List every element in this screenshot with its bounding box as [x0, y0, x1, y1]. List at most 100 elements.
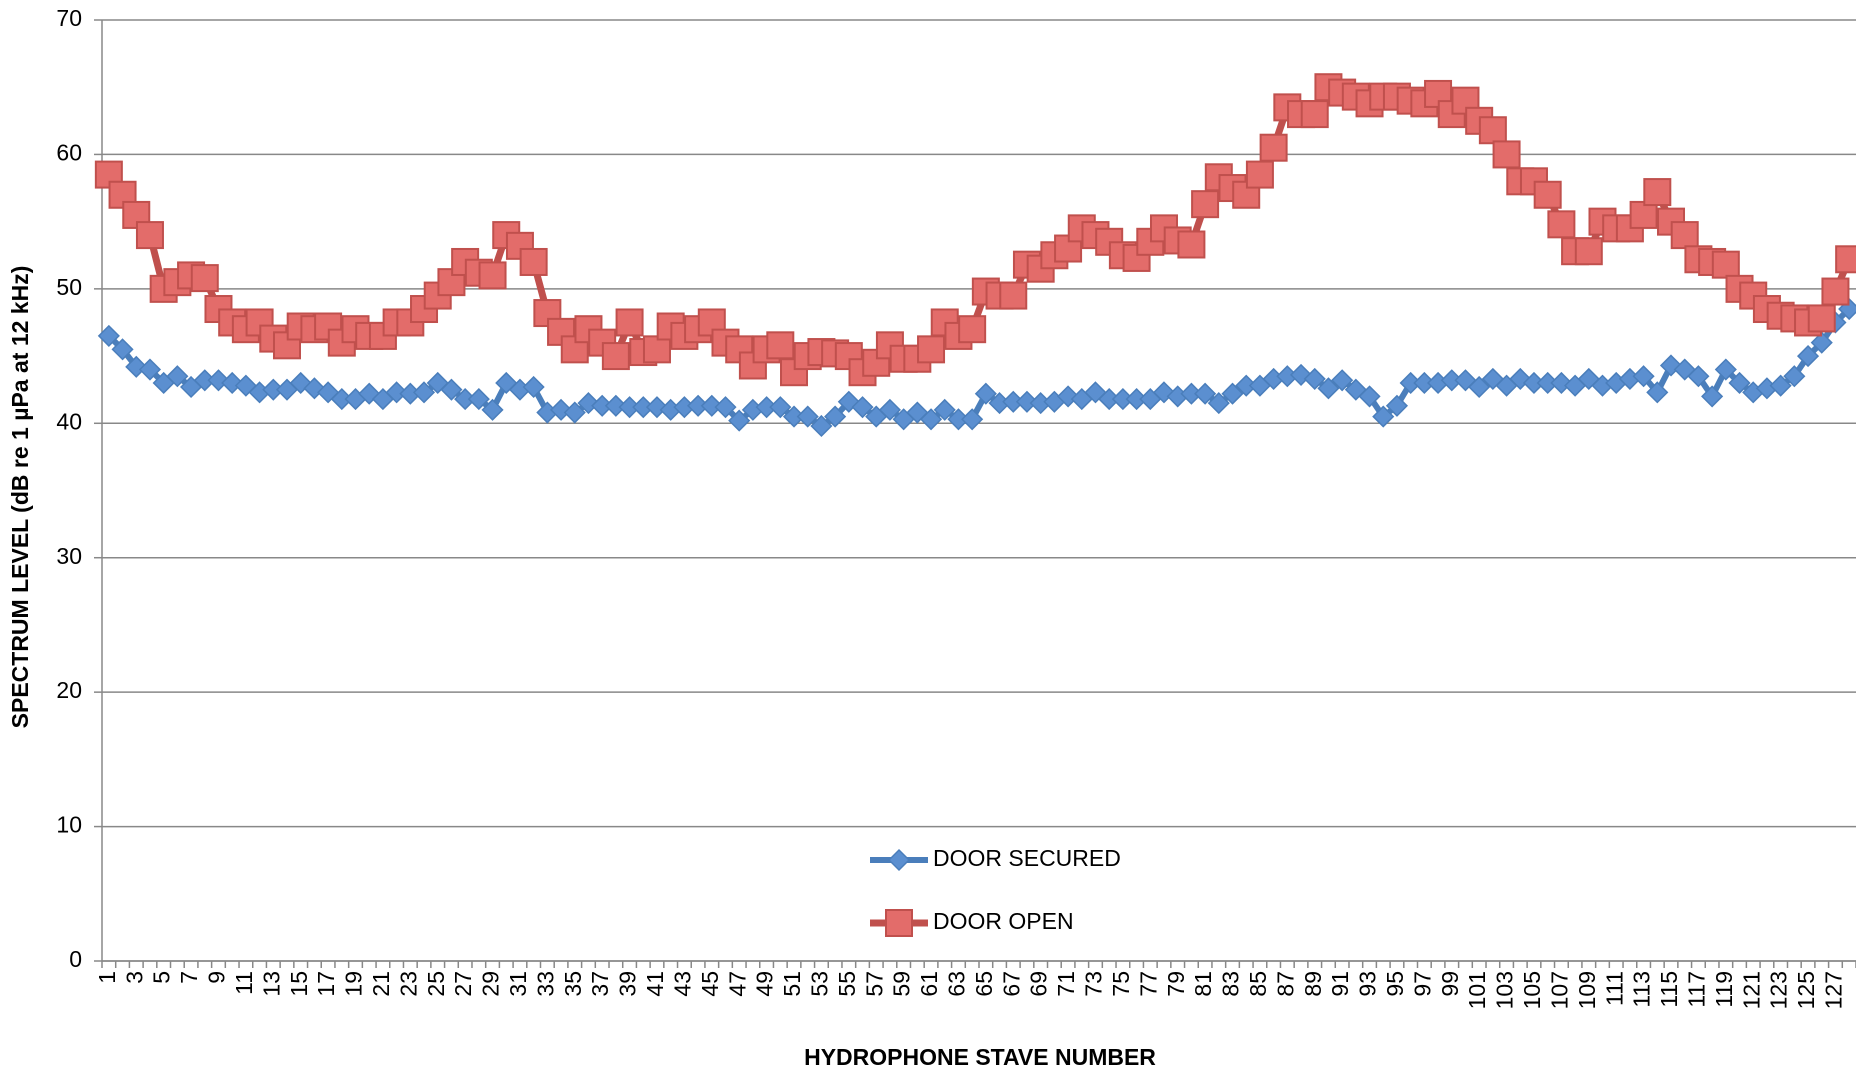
- marker-diamond: [604, 394, 627, 417]
- x-tick-label: 7: [176, 971, 202, 984]
- x-tick-label: 111: [1601, 971, 1627, 1006]
- marker-square: [917, 335, 946, 364]
- x-tick-label: 87: [1272, 971, 1298, 997]
- marker-square: [999, 281, 1028, 310]
- y-tick-label: 30: [56, 543, 82, 569]
- marker-diamond: [887, 848, 911, 872]
- marker-diamond: [1577, 367, 1600, 390]
- x-tick-label: 103: [1492, 971, 1518, 1009]
- marker-diamond: [1728, 371, 1751, 395]
- marker-diamond: [1632, 365, 1655, 388]
- y-tick-label: 0: [69, 946, 82, 972]
- marker-diamond: [1796, 345, 1820, 368]
- marker-diamond: [1769, 374, 1792, 397]
- marker-diamond: [769, 396, 792, 419]
- x-tick-label: 113: [1629, 971, 1655, 1008]
- marker-diamond: [1317, 377, 1340, 400]
- x-tick-label: 17: [313, 971, 339, 997]
- x-tick-label: 5: [149, 971, 175, 984]
- marker-square: [1643, 178, 1672, 207]
- marker-diamond: [1344, 378, 1367, 401]
- marker-square: [615, 308, 644, 337]
- x-tick-label: 53: [806, 971, 832, 997]
- x-tick-label: 123: [1766, 971, 1792, 1009]
- marker-diamond: [919, 408, 943, 431]
- x-axis-title: HYDROPHONE STAVE NUMBER: [804, 1044, 1156, 1070]
- x-tick-label: 91: [1327, 971, 1353, 997]
- marker-square: [1629, 200, 1658, 229]
- x-tick-label: 43: [669, 971, 695, 997]
- marker-diamond: [700, 394, 723, 417]
- x-tick-label: 41: [642, 971, 668, 997]
- marker-diamond: [878, 398, 901, 421]
- x-tick-label: 119: [1711, 971, 1737, 1008]
- marker-diamond: [1084, 381, 1107, 404]
- marker-square: [601, 342, 630, 371]
- x-tick-label: 107: [1546, 971, 1572, 1009]
- marker-diamond: [728, 409, 751, 432]
- x-tick-label: 1: [94, 971, 120, 984]
- marker-diamond: [440, 378, 463, 401]
- marker-diamond: [974, 382, 997, 405]
- x-tick-label: 81: [1190, 971, 1216, 997]
- marker-square: [519, 247, 548, 276]
- marker-diamond: [851, 396, 874, 419]
- x-tick-label: 37: [587, 971, 613, 997]
- marker-diamond: [138, 358, 162, 381]
- marker-diamond: [1331, 369, 1354, 392]
- marker-diamond: [1221, 382, 1244, 405]
- marker-diamond: [563, 401, 586, 424]
- marker-diamond: [166, 365, 189, 388]
- x-tick-label: 59: [889, 971, 915, 997]
- marker-diamond: [824, 405, 847, 428]
- marker-square: [1547, 210, 1576, 239]
- marker-diamond: [1385, 394, 1409, 417]
- marker-square: [135, 221, 164, 250]
- marker-square: [1191, 190, 1220, 219]
- x-tick-label: 117: [1683, 971, 1709, 1008]
- x-tick-label: 101: [1464, 971, 1490, 1009]
- x-tick-label: 105: [1519, 971, 1545, 1009]
- x-tick-label: 85: [1245, 971, 1271, 997]
- x-tick-label: 83: [1218, 971, 1244, 997]
- x-tick-label: 33: [532, 971, 558, 997]
- series: [97, 297, 1856, 438]
- marker-square: [1821, 277, 1850, 306]
- marker-diamond: [522, 375, 545, 399]
- x-tick-label: 47: [724, 971, 750, 997]
- x-tick-label: 99: [1437, 971, 1463, 997]
- marker-diamond: [1714, 358, 1737, 381]
- marker-diamond: [1687, 365, 1710, 388]
- marker-diamond: [481, 398, 504, 421]
- y-tick-label: 10: [56, 812, 82, 838]
- marker-square: [885, 909, 913, 937]
- legend-label: DOOR OPEN: [933, 908, 1074, 934]
- x-tick-label: 15: [286, 971, 312, 997]
- marker-diamond: [1015, 390, 1039, 413]
- x-tick-label: 27: [450, 971, 476, 997]
- marker-diamond: [97, 324, 120, 347]
- marker-diamond: [467, 388, 490, 411]
- marker-diamond: [1358, 385, 1381, 408]
- x-tick-label: 125: [1793, 971, 1819, 1009]
- marker-square: [1670, 221, 1699, 250]
- x-tick-label: 23: [395, 971, 421, 997]
- x-tick-label: 75: [1108, 971, 1134, 997]
- x-tick-label: 97: [1409, 971, 1435, 997]
- x-tick-label: 93: [1355, 971, 1381, 997]
- y-tick-label: 50: [56, 274, 82, 300]
- x-tick-label: 79: [1163, 971, 1189, 997]
- x-tick-label: 73: [1081, 971, 1107, 997]
- x-tick-label: 65: [971, 971, 997, 997]
- x-tick-label: 25: [423, 971, 449, 997]
- marker-diamond: [1207, 392, 1230, 415]
- x-tick-label: 95: [1382, 971, 1408, 997]
- marker-square: [1574, 237, 1603, 266]
- marker-diamond: [426, 371, 449, 395]
- x-tick-label: 51: [779, 971, 805, 997]
- x-tick-label: 77: [1135, 971, 1161, 997]
- y-tick-label: 60: [56, 140, 82, 166]
- marker-diamond: [111, 338, 134, 361]
- marker-diamond: [1701, 385, 1724, 408]
- marker-diamond: [1303, 367, 1326, 390]
